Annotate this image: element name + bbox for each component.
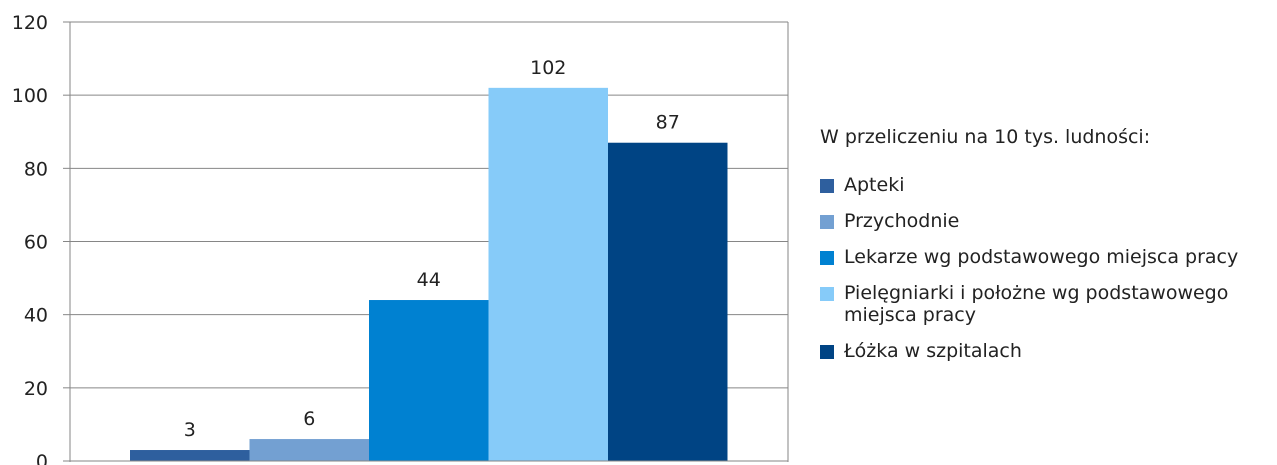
- data-label: 102: [530, 57, 566, 79]
- legend-item: Lekarze wg podstawowego miejsca pracy: [820, 246, 1270, 268]
- y-tick-label: 40: [24, 305, 48, 327]
- legend-item: Przychodnie: [820, 210, 1270, 232]
- y-tick-label: 120: [12, 12, 48, 34]
- legend-swatch: [820, 215, 834, 229]
- legend-label: Pielęgniarki i położne wg podstawowego m…: [844, 282, 1229, 326]
- legend-label: Apteki: [844, 174, 905, 196]
- legend: W przeliczeniu na 10 tys. ludności: Apte…: [820, 126, 1270, 376]
- data-label: 87: [656, 112, 680, 134]
- bar-1: [130, 450, 250, 461]
- legend-swatch: [820, 251, 834, 265]
- legend-swatch: [820, 287, 834, 301]
- y-tick-label: 20: [24, 378, 48, 400]
- data-label: 6: [303, 408, 315, 430]
- legend-label: Łóżka w szpitalach: [844, 340, 1022, 362]
- bar-5: [608, 142, 728, 461]
- data-label: 44: [417, 269, 441, 291]
- bar-chart: 0 20 40 60 80 100 120 3 6 44 102 87: [12, 12, 789, 465]
- data-label: 3: [184, 419, 196, 441]
- y-axis-ticks: 0 20 40 60 80 100 120: [12, 12, 70, 465]
- bars: [130, 87, 728, 461]
- legend-item: Pielęgniarki i położne wg podstawowego m…: [820, 282, 1270, 326]
- data-labels: 3 6 44 102 87: [184, 57, 680, 441]
- y-tick-label: 0: [36, 451, 48, 465]
- bar-2: [249, 439, 369, 461]
- legend-item: Apteki: [820, 174, 1270, 196]
- legend-swatch: [820, 345, 834, 359]
- legend-swatch: [820, 179, 834, 193]
- bar-4: [488, 87, 608, 461]
- y-tick-label: 100: [12, 85, 48, 107]
- bar-3: [369, 300, 489, 461]
- legend-label: Lekarze wg podstawowego miejsca pracy: [844, 246, 1239, 268]
- legend-title: W przeliczeniu na 10 tys. ludności:: [820, 126, 1151, 148]
- legend-label: Przychodnie: [844, 210, 960, 232]
- legend-item: Łóżka w szpitalach: [820, 340, 1270, 362]
- y-tick-label: 60: [24, 232, 48, 254]
- legend-items: Apteki Przychodnie Lekarze wg podstawowego…: [820, 174, 1270, 362]
- y-tick-label: 80: [24, 158, 48, 180]
